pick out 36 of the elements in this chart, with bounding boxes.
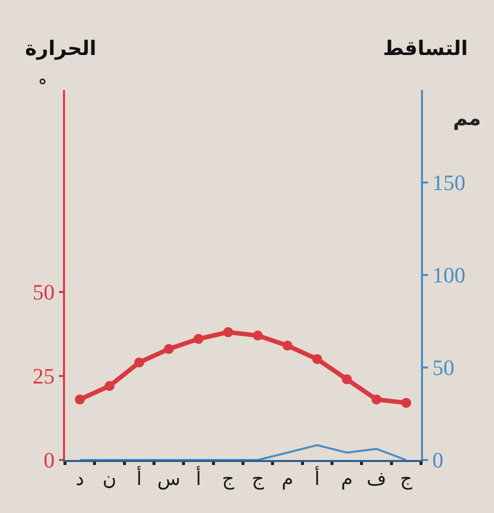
y2-tick-label: 0	[432, 448, 444, 473]
x-tick-label: م	[282, 468, 294, 490]
x-tick-label: م	[340, 468, 353, 490]
x-tick-label: أ	[314, 466, 320, 490]
point	[312, 354, 322, 364]
x-tick-label: ن	[102, 468, 116, 490]
point	[134, 357, 144, 368]
y-tick-label: 25	[32, 364, 55, 389]
x-tick-label: ج	[400, 468, 414, 490]
x-tick-label: س	[157, 468, 180, 490]
x-tick-label: د	[76, 468, 84, 490]
y-axis-title: الحرارة	[25, 36, 96, 60]
y-tick-label: 50	[32, 280, 55, 305]
x-tick-label: ج	[252, 468, 265, 490]
point	[74, 394, 85, 404]
point	[104, 381, 114, 391]
y2-tick-label: 50	[432, 355, 454, 380]
y2-tick-label: 150	[432, 170, 466, 196]
point	[282, 340, 292, 351]
x-tick-label: أ	[196, 466, 202, 490]
text: مم	[453, 106, 482, 130]
y-tick-label: 0	[44, 448, 55, 473]
y2-tick-label: 100	[432, 262, 466, 288]
x-tick-label: أ	[136, 466, 142, 490]
y2-axis-title: التساقط	[383, 36, 468, 60]
point	[372, 394, 382, 404]
x-tick-label: ج	[222, 468, 236, 490]
text: °	[38, 76, 47, 97]
x-tick-label: ف	[366, 468, 386, 490]
point	[401, 398, 412, 408]
point	[252, 330, 263, 341]
line-series	[78, 444, 408, 460]
point	[164, 344, 174, 354]
point	[194, 334, 204, 344]
point	[223, 327, 234, 338]
point	[342, 374, 352, 384]
